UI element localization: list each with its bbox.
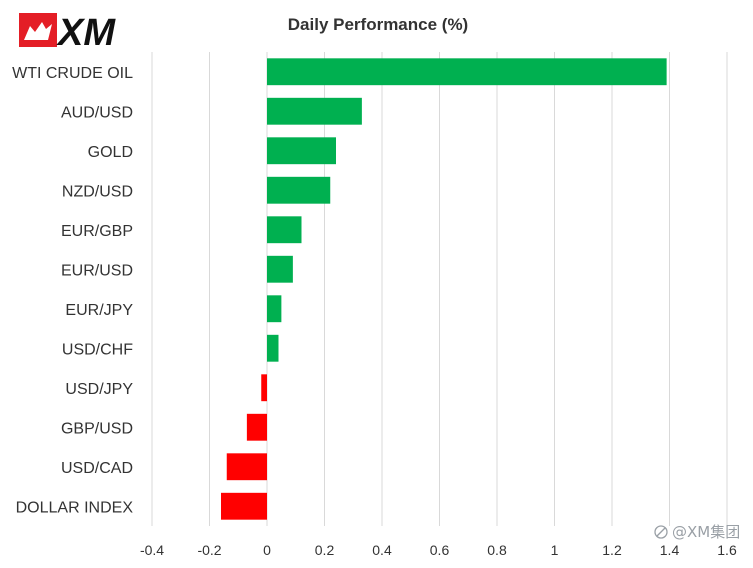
bar [267,334,279,362]
category-labels: WTI CRUDE OIL AUD/USD GOLD NZD/USD EUR/GBP EU… [12,65,133,517]
bar [226,453,267,481]
bar [267,58,667,86]
grid-lines [151,52,728,526]
category-label: DOLLAR INDEX [16,499,134,516]
watermark-icon [654,525,668,539]
category-label: EUR/JPY [65,302,133,319]
bar [267,216,302,244]
x-tick-label: 1 [551,542,559,558]
xm-logo-mark-icon [19,13,57,47]
bar [267,137,336,165]
category-label: EUR/USD [61,262,133,279]
bar [221,492,267,520]
bar [267,295,282,323]
x-tick-label: 0 [263,542,271,558]
category-label: WTI CRUDE OIL [12,65,133,82]
x-tick-label: 1.4 [660,542,680,558]
bar [246,413,267,441]
x-tick-label: 0.2 [315,542,335,558]
category-label: USD/CHF [62,341,133,358]
x-tick-label: -0.2 [197,542,221,558]
bar [267,255,293,283]
x-tick-labels: -0.4 -0.2 0 0.2 0.4 0.6 0.8 1 1.2 1.4 1.6 [140,542,737,558]
watermark-text: @XM集团 [672,523,740,541]
x-tick-label: 1.2 [602,542,622,558]
category-label: USD/CAD [61,460,133,477]
x-tick-label: 0.8 [487,542,507,558]
category-label: AUD/USD [61,104,133,121]
category-label: USD/JPY [65,381,133,398]
category-label: NZD/USD [62,183,133,200]
bar [261,374,267,402]
x-tick-label: 1.6 [717,542,737,558]
category-label: GOLD [88,144,133,161]
xm-logo-text: XM [56,12,116,54]
x-tick-label: -0.4 [140,542,164,558]
bar [267,97,362,125]
bars [221,58,667,520]
chart-title: Daily Performance (%) [288,15,468,34]
x-tick-label: 0.6 [430,542,450,558]
x-tick-label: 0.4 [372,542,392,558]
category-label: GBP/USD [61,420,133,437]
xm-logo: XM [19,12,116,54]
bar [267,176,331,204]
category-label: EUR/GBP [61,223,133,240]
